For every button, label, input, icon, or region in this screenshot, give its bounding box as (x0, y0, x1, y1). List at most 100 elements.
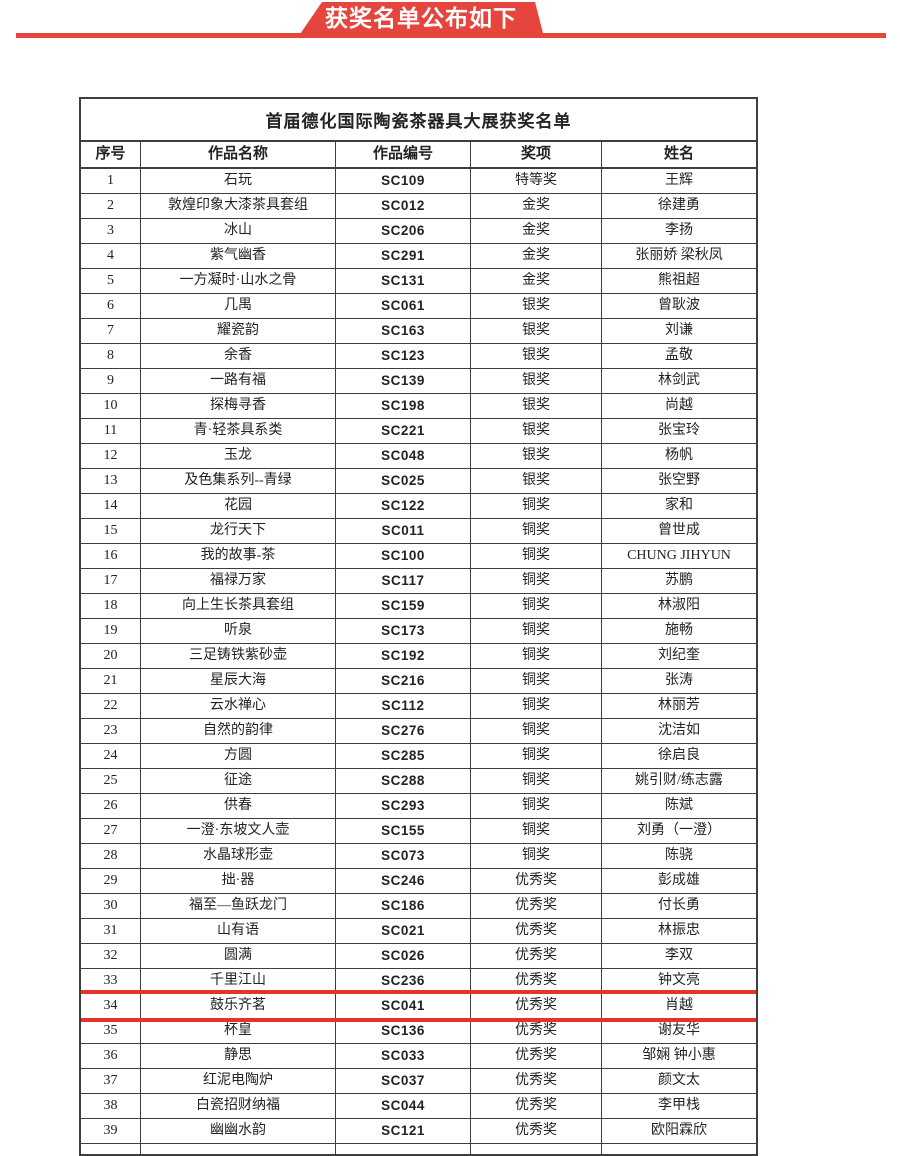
cell-code: SC121 (336, 1119, 471, 1143)
cell-no: 32 (81, 944, 141, 968)
cell-no: 5 (81, 269, 141, 293)
table-row: 36 静思 SC033 优秀奖 邹娴 钟小惠 (81, 1044, 756, 1069)
cell-no: 29 (81, 869, 141, 893)
cell-code: SC112 (336, 694, 471, 718)
cell-code: SC100 (336, 544, 471, 568)
cell-name: 欧阳霖欣 (651, 1123, 707, 1138)
cell-work: 三足铸铁紫砂壶 (141, 644, 336, 668)
table-row: 15 龙行天下 SC011 铜奖 曾世成 (81, 519, 756, 544)
cell-name: 徐建勇 (658, 198, 700, 213)
cell-name: 姚引财/练志露 (635, 773, 723, 788)
cell-no: 12 (81, 444, 141, 468)
cell-code: SC155 (336, 819, 471, 843)
cell-no: 25 (81, 769, 141, 793)
cell-code: SC033 (336, 1044, 471, 1068)
cell-work: 龙行天下 (141, 519, 336, 543)
header-code: 作品编号 (336, 142, 471, 167)
cell-award: 优秀奖 (471, 1069, 602, 1093)
cell-name: 家和 (665, 498, 693, 513)
table-row: 7 耀瓷韵 SC163 银奖 刘谦 (81, 319, 756, 344)
cell-work: 冰山 (141, 219, 336, 243)
cell-award (471, 1144, 602, 1154)
cell-code: SC136 (336, 1019, 471, 1043)
cell-code: SC288 (336, 769, 471, 793)
cell-work: 白瓷招财纳福 (141, 1094, 336, 1118)
table-row: 25 征途 SC288 铜奖 姚引财/练志露 (81, 769, 756, 794)
cell-name: 彭成雄 (658, 873, 700, 888)
cell-name: 林淑阳 (658, 598, 700, 613)
table-row: 1 石玩 SC109 特等奖 王辉 (81, 169, 756, 194)
table-row: 23 自然的韵律 SC276 铜奖 沈洁如 (81, 719, 756, 744)
cell-code: SC073 (336, 844, 471, 868)
cell-name: 张丽娇 梁秋凤 (635, 248, 723, 263)
table-row: 6 几禺 SC061 银奖 曾耿波 (81, 294, 756, 319)
cell-work: 鼓乐齐茗 (141, 994, 336, 1018)
table-row: 13 及色集系列--青绿 SC025 银奖 张空野 (81, 469, 756, 494)
table-row: 39 幽幽水韵 SC121 优秀奖 欧阳霖欣 (81, 1119, 756, 1144)
cell-name: 张宝玲 (658, 423, 700, 438)
cell-work: 山有语 (141, 919, 336, 943)
table-title: 首届德化国际陶瓷茶器具大展获奖名单 (81, 99, 756, 142)
cell-work: 福至—鱼跃龙门 (141, 894, 336, 918)
cell-award: 优秀奖 (471, 994, 602, 1018)
cell-award: 银奖 (471, 319, 602, 343)
table-row: 24 方圆 SC285 铜奖 徐启良 (81, 744, 756, 769)
cell-code: SC037 (336, 1069, 471, 1093)
cell-no: 16 (81, 544, 141, 568)
table-row: 26 供春 SC293 铜奖 陈斌 (81, 794, 756, 819)
cell-award: 银奖 (471, 394, 602, 418)
cell-work: 千里江山 (141, 969, 336, 993)
header-award: 奖项 (471, 142, 602, 167)
cell-no: 14 (81, 494, 141, 518)
cell-award: 铜奖 (471, 569, 602, 593)
header-work: 作品名称 (141, 142, 336, 167)
cell-no: 27 (81, 819, 141, 843)
cell-name: 张空野 (658, 473, 700, 488)
cell-no: 26 (81, 794, 141, 818)
cell-award: 优秀奖 (471, 969, 602, 993)
cell-award: 金奖 (471, 194, 602, 218)
cell-code: SC159 (336, 594, 471, 618)
cell-work: 几禺 (141, 294, 336, 318)
cell-code: SC021 (336, 919, 471, 943)
cell-code: SC246 (336, 869, 471, 893)
cell-no: 19 (81, 619, 141, 643)
cell-code: SC291 (336, 244, 471, 268)
cell-name: 熊祖超 (658, 273, 700, 288)
table-row: 28 水晶球形壶 SC073 铜奖 陈骁 (81, 844, 756, 869)
cell-award: 银奖 (471, 419, 602, 443)
cell-name: 肖越 (665, 998, 693, 1013)
cell-award: 优秀奖 (471, 1044, 602, 1068)
cell-no: 15 (81, 519, 141, 543)
table-row: 38 白瓷招财纳福 SC044 优秀奖 李甲栈 (81, 1094, 756, 1119)
cell-no: 34 (81, 994, 141, 1018)
table-row: 16 我的故事-茶 SC100 铜奖 CHUNG JIHYUN (81, 544, 756, 569)
cell-work: 耀瓷韵 (141, 319, 336, 343)
cell-code (336, 1144, 471, 1154)
cell-name: 陈骁 (665, 848, 693, 863)
cell-code: SC026 (336, 944, 471, 968)
cell-work: 听泉 (141, 619, 336, 643)
cell-no (81, 1144, 141, 1154)
cell-award: 银奖 (471, 294, 602, 318)
cell-code: SC041 (336, 994, 471, 1018)
table-row: 11 青·轻茶具系类 SC221 银奖 张宝玲 (81, 419, 756, 444)
cell-award: 铜奖 (471, 669, 602, 693)
table-row: 2 敦煌印象大漆茶具套组 SC012 金奖 徐建勇 (81, 194, 756, 219)
cell-work: 供春 (141, 794, 336, 818)
cell-code: SC122 (336, 494, 471, 518)
cell-work: 云水禅心 (141, 694, 336, 718)
cell-code: SC011 (336, 519, 471, 543)
cell-award: 铜奖 (471, 694, 602, 718)
cell-work: 青·轻茶具系类 (141, 419, 336, 443)
cell-award: 铜奖 (471, 594, 602, 618)
cell-code: SC186 (336, 894, 471, 918)
cell-name (602, 1144, 756, 1154)
cell-code: SC012 (336, 194, 471, 218)
cell-award: 铜奖 (471, 719, 602, 743)
cell-code: SC173 (336, 619, 471, 643)
cell-award: 铜奖 (471, 794, 602, 818)
cell-code: SC221 (336, 419, 471, 443)
cell-code: SC192 (336, 644, 471, 668)
table-row: 17 福禄万家 SC117 铜奖 苏鹏 (81, 569, 756, 594)
